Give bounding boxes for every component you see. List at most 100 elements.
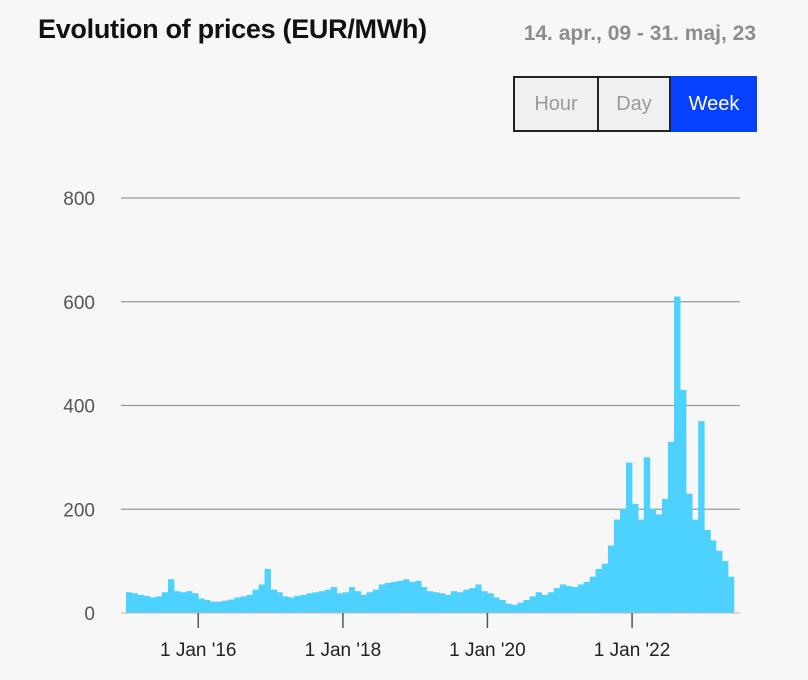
price-bar: [161, 592, 169, 613]
price-bar: [438, 593, 446, 613]
price-bar: [426, 591, 434, 613]
chart-title: Evolution of prices (EUR/MWh): [38, 14, 427, 44]
price-bar: [728, 576, 735, 613]
price-bar: [632, 504, 639, 613]
price-bar: [282, 596, 289, 613]
price-bar: [715, 550, 723, 613]
price-bar: [692, 519, 699, 614]
price-bar: [149, 597, 157, 613]
price-bar: [475, 584, 482, 613]
price-bar: [463, 589, 470, 613]
price-bar: [409, 581, 416, 614]
y-tick-label-800: 800: [63, 189, 95, 210]
y-tick-label-600: 600: [63, 293, 95, 314]
price-bar: [421, 587, 428, 613]
price-bar: [432, 592, 440, 613]
price-bar: [143, 595, 151, 613]
price-bar: [613, 519, 621, 614]
price-bar: [312, 592, 320, 613]
price-bar: [661, 498, 669, 614]
price-bar: [198, 598, 205, 613]
price-bar: [487, 593, 494, 613]
price-bar: [391, 581, 398, 614]
x-tick-label: 1 Jan '16: [160, 640, 237, 661]
price-bar: [583, 581, 591, 614]
y-tick-label-200: 200: [63, 500, 95, 521]
price-bar: [192, 593, 199, 613]
price-bar: [571, 587, 578, 613]
price-bar: [415, 580, 422, 613]
x-tick-label: 1 Jan '20: [449, 640, 526, 661]
price-bar: [625, 462, 633, 613]
price-bar: [294, 595, 301, 613]
price-bar: [505, 603, 512, 613]
price-bar: [306, 593, 313, 613]
price-bar: [595, 568, 603, 613]
price-bar: [384, 582, 392, 613]
price-bar: [403, 579, 410, 613]
tab-day[interactable]: Day: [599, 76, 671, 132]
price-bar: [270, 589, 278, 613]
price-bar: [354, 591, 362, 613]
price-bar: [324, 589, 332, 613]
price-bar: [517, 602, 524, 614]
price-bar: [680, 389, 687, 613]
price-bar: [589, 576, 596, 613]
price-bar: [360, 594, 367, 613]
price-bar: [336, 593, 344, 613]
price-bar: [559, 584, 567, 613]
x-tick-label: 1 Jan '18: [305, 640, 382, 661]
price-bar: [565, 586, 572, 613]
price-bar: [222, 600, 229, 613]
price-bar: [607, 545, 615, 613]
price-bar: [167, 579, 175, 613]
price-bar: [210, 601, 217, 613]
y-tick-label-0: 0: [84, 604, 95, 625]
price-bar: [186, 591, 193, 613]
price-bar: [601, 563, 609, 613]
price-bar: [481, 591, 488, 613]
date-range-label: 14. apr., 09 - 31. maj, 23: [523, 22, 756, 45]
x-tick-label: 1 Jan '22: [594, 640, 671, 661]
price-bar: [553, 588, 561, 613]
price-bar: [523, 600, 530, 613]
price-bar: [276, 592, 283, 613]
price-bar: [469, 588, 476, 613]
price-bar: [493, 597, 500, 613]
price-bar: [511, 604, 518, 613]
price-bar: [529, 596, 536, 613]
tab-week[interactable]: Week: [671, 76, 757, 132]
price-bar: [372, 589, 380, 613]
price-bar: [638, 519, 645, 614]
price-bar: [155, 596, 163, 613]
price-bar: [342, 592, 350, 613]
price-bar: [288, 597, 295, 613]
tab-hour[interactable]: Hour: [513, 76, 599, 132]
price-bar: [445, 594, 452, 613]
price-bar: [643, 457, 651, 614]
price-bar: [126, 592, 133, 613]
price-bar: [577, 584, 584, 613]
price-bar: [300, 594, 307, 613]
price-bar: [318, 591, 326, 613]
price-bar: [674, 296, 681, 613]
price-bar: [228, 599, 235, 613]
price-bar: [499, 600, 506, 613]
price-bar: [132, 593, 138, 613]
price-bar: [541, 594, 549, 613]
price-bar: [252, 589, 259, 613]
granularity-tabs: Hour Day Week: [513, 76, 757, 132]
price-bar: [330, 587, 338, 613]
price-bar: [378, 584, 386, 613]
price-bar: [396, 580, 404, 613]
price-bar: [174, 591, 181, 613]
price-bar: [547, 592, 554, 613]
price-bar: [349, 587, 355, 613]
price-bar: [704, 530, 711, 613]
price-bar: [667, 441, 675, 613]
price-bar: [698, 421, 705, 613]
price-bar: [710, 540, 717, 614]
price-bar: [535, 592, 542, 613]
y-tick-label-400: 400: [63, 397, 95, 418]
